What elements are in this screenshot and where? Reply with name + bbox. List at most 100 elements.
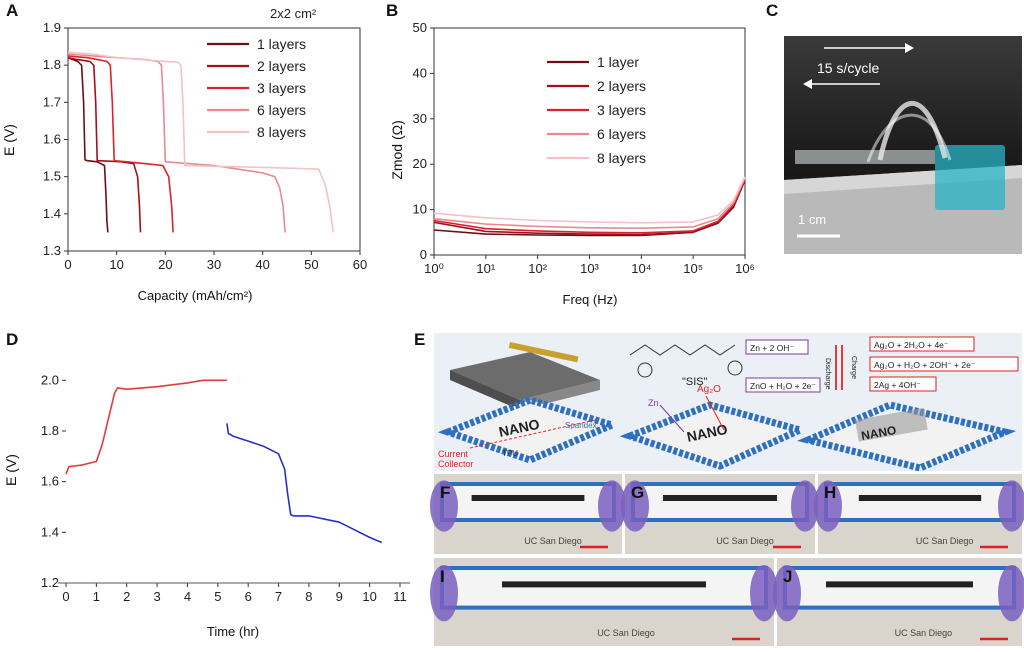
y-tick-label: 1.2: [41, 575, 59, 590]
ag2o-label: Ag₂O: [697, 384, 721, 395]
photo-h: UC San Diego H: [814, 474, 1024, 554]
y-tick-label: 1.8: [41, 423, 59, 438]
x-tick-label: 4: [184, 589, 191, 604]
photo-j: UC San Diego J: [773, 558, 1024, 646]
x-tick-label: 10⁴: [631, 261, 651, 276]
x-tick-label: 6: [245, 589, 252, 604]
legend-label: 1 layers: [257, 36, 306, 52]
panel-b: B 0 10 20 30 40 50 10⁰ 10¹ 10² 10³ 10⁴ 10⁵ 10⁶ 1 la…: [386, 1, 755, 307]
scale-label: 1 cm: [798, 212, 826, 227]
device-layers: [450, 352, 600, 400]
nano-print-3: NANO: [860, 423, 897, 443]
x-tick-label: 0: [64, 257, 71, 272]
y-tick-label: 1.6: [43, 132, 61, 147]
glove-left: [430, 480, 458, 532]
photo-caption: UC San Diego: [916, 536, 974, 546]
x-axis-label-a: Capacity (mAh/cm²): [138, 288, 253, 303]
photo-caption: UC San Diego: [895, 628, 953, 638]
stretched-fabric: [440, 482, 616, 522]
glove-left: [773, 565, 801, 622]
sis-polymer-label: "SIS": [682, 376, 708, 388]
reaction-zn: Zn + 2 OH⁻: [750, 343, 794, 353]
photo-f: UC San Diego F: [430, 474, 626, 554]
panel-label-i: I: [440, 567, 445, 586]
series-line-2-layers: [433, 179, 746, 236]
x-tick-label: 40: [255, 257, 269, 272]
x-tick-label: 10³: [580, 261, 599, 276]
legend-label: 3 layers: [257, 80, 306, 96]
x-tick-label: 10⁵: [683, 261, 703, 276]
y-axis-label-d: E (V): [3, 454, 19, 486]
panel-d: D 1.2 1.4 1.6 1.8 2.0 0 1 2 3 4 5 6 7 8 9 10 11 Time (h…: [3, 330, 410, 639]
photo-caption: UC San Diego: [524, 536, 582, 546]
y-tick-label: 1.7: [43, 94, 61, 109]
glove-right: [750, 565, 778, 622]
photo-caption: UC San Diego: [597, 628, 655, 638]
series-line-6-layers: [433, 177, 746, 229]
glove-left: [814, 480, 842, 532]
photo-g: UC San Diego G: [621, 474, 819, 554]
panel-label-f: F: [440, 483, 450, 502]
x-tick-label: 1: [93, 589, 100, 604]
series-line-2-layers: [67, 56, 142, 233]
collector-label: Collector: [438, 459, 474, 469]
discharge-label: Discharge: [824, 358, 831, 390]
stretched-fabric: [631, 482, 809, 522]
y-tick-label: 1.4: [43, 206, 61, 221]
legend-label: 8 layers: [597, 150, 646, 166]
film-strip: [795, 150, 935, 164]
panel-label-j: J: [783, 567, 792, 586]
x-tick-label: 10²: [528, 261, 547, 276]
panel-label-b: B: [386, 1, 398, 20]
y-tick-label: 1.9: [43, 20, 61, 35]
panel-a: A 2x2 cm² 1.3 1.4 1.5 1.6 1.7 1.8 1.9 0 10 20 30 4…: [1, 1, 367, 303]
x-tick-label: 9: [336, 589, 343, 604]
x-tick-label: 10: [362, 589, 376, 604]
y-tick-label: 10: [413, 202, 427, 217]
panel-label-h: H: [824, 483, 836, 502]
glove-left: [430, 565, 458, 622]
panel-label-c: C: [766, 1, 778, 20]
zn-label: Zn: [648, 398, 659, 408]
x-tick-label: 10: [109, 257, 123, 272]
x-tick-label: 8: [305, 589, 312, 604]
y-tick-label: 1.3: [43, 243, 61, 258]
x-axis-label-d: Time (hr): [207, 624, 259, 639]
x-tick-label: 10⁰: [424, 261, 444, 276]
stretched-fabric: [824, 482, 1016, 522]
x-tick-label: 0: [62, 589, 69, 604]
reaction-ag: 2Ag + 4OH⁻: [874, 380, 921, 390]
electrode-blue-block: [935, 145, 1005, 210]
legend-label: 8 layers: [257, 124, 306, 140]
y-tick-label: 40: [413, 65, 427, 80]
glove-right: [998, 480, 1024, 532]
panel-label-e: E: [414, 330, 425, 349]
glove-right: [598, 480, 626, 532]
current-label: Current: [438, 449, 469, 459]
y-tick-label: 0: [420, 247, 427, 262]
y-tick-label: 1.6: [41, 474, 59, 489]
y-tick-label: 2.0: [41, 372, 59, 387]
legend-label: 2 layers: [257, 58, 306, 74]
x-axis-label-b: Freq (Hz): [563, 292, 618, 307]
legend-label: 6 layers: [257, 102, 306, 118]
x-tick-label: 50: [304, 257, 318, 272]
y-tick-label: 1.8: [43, 57, 61, 72]
x-tick-label: 11: [393, 589, 407, 604]
fabric-patch-1: NANO TPU Spandex: [437, 396, 623, 464]
x-tick-label: 3: [153, 589, 160, 604]
series-line-1-layers: [67, 56, 109, 233]
x-tick-label: 30: [207, 257, 221, 272]
series-line-8-layers: [433, 176, 746, 224]
fabric-patch-3: NANO: [797, 401, 1017, 472]
series-line-8-layers: [67, 51, 334, 233]
series-line-discharge: [226, 423, 383, 544]
x-tick-label: 5: [214, 589, 221, 604]
reaction-zno: ZnO + H₂O + 2e⁻: [750, 381, 816, 391]
photo-caption: UC San Diego: [716, 536, 774, 546]
series-line-3-layers: [67, 55, 174, 233]
x-tick-label: 10¹: [476, 261, 495, 276]
photo-i: UC San Diego I: [430, 558, 778, 646]
x-tick-label: 7: [275, 589, 282, 604]
tpu-label: TPU: [502, 449, 518, 458]
